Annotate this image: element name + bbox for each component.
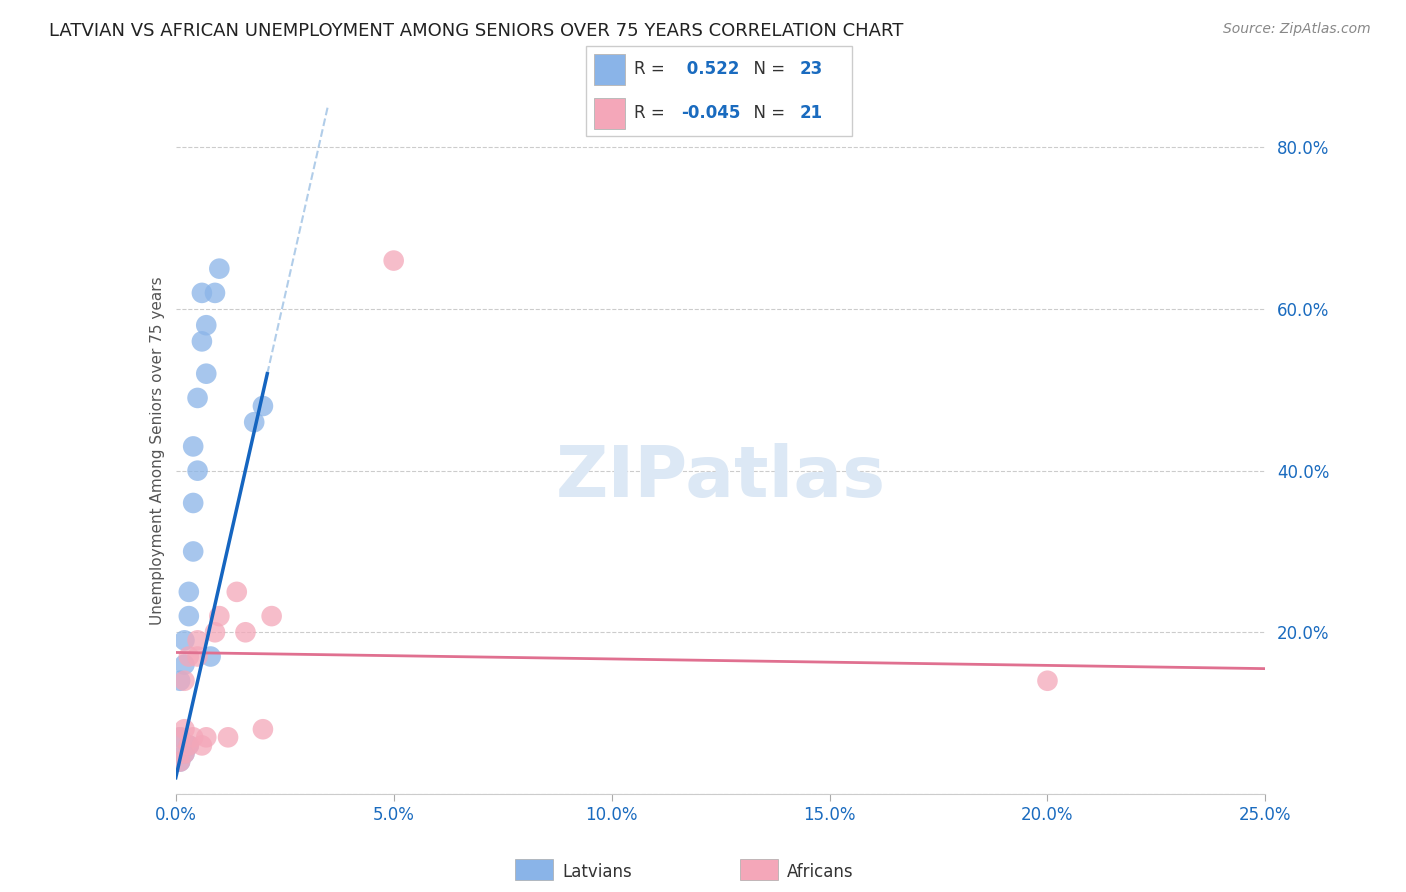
Point [173,657,195,672]
Point [195,731,218,745]
Point [217,731,239,745]
Point [173,673,195,688]
Text: R =: R = [634,60,671,78]
Point [177,649,200,664]
Text: 23: 23 [800,60,824,78]
Point [186,649,209,664]
Point [181,731,204,745]
Text: R =: R = [634,104,671,122]
Point [208,261,231,276]
Text: Source: ZipAtlas.com: Source: ZipAtlas.com [1223,22,1371,37]
Bar [741,859,779,880]
Point [186,633,209,648]
Text: Africans: Africans [787,863,853,881]
Point [191,334,214,349]
Point [181,544,204,558]
Point [1036,673,1059,688]
Point [181,496,204,510]
Point [191,739,214,753]
Point [169,755,191,769]
Point [243,415,266,429]
Point [195,367,218,381]
Point [208,609,231,624]
Point [173,633,195,648]
FancyBboxPatch shape [586,46,852,136]
Point [382,253,405,268]
Point [186,391,209,405]
Text: ZIPatlas: ZIPatlas [555,443,886,512]
Point [204,285,226,300]
Point [195,318,218,333]
Text: Latvians: Latvians [562,863,633,881]
Point [252,723,274,737]
Point [177,739,200,753]
Point [181,439,204,453]
Y-axis label: Unemployment Among Seniors over 75 years: Unemployment Among Seniors over 75 years [149,277,165,624]
Bar [595,54,624,85]
Point [177,585,200,599]
Point [169,673,191,688]
Point [204,625,226,640]
Text: N =: N = [742,60,790,78]
Point [173,747,195,761]
Point [173,747,195,761]
Point [235,625,257,640]
Point [225,585,247,599]
Text: 0.522: 0.522 [681,60,740,78]
Point [177,609,200,624]
Point [186,464,209,478]
Text: 21: 21 [800,104,823,122]
Bar [515,859,554,880]
Bar [595,98,624,129]
Point [173,723,195,737]
Text: LATVIAN VS AFRICAN UNEMPLOYMENT AMONG SENIORS OVER 75 YEARS CORRELATION CHART: LATVIAN VS AFRICAN UNEMPLOYMENT AMONG SE… [49,22,904,40]
Point [169,755,191,769]
Point [252,399,274,413]
Text: -0.045: -0.045 [681,104,740,122]
Point [260,609,283,624]
Point [169,731,191,745]
Point [177,739,200,753]
Text: N =: N = [742,104,790,122]
Point [169,731,191,745]
Point [191,285,214,300]
Point [200,649,222,664]
